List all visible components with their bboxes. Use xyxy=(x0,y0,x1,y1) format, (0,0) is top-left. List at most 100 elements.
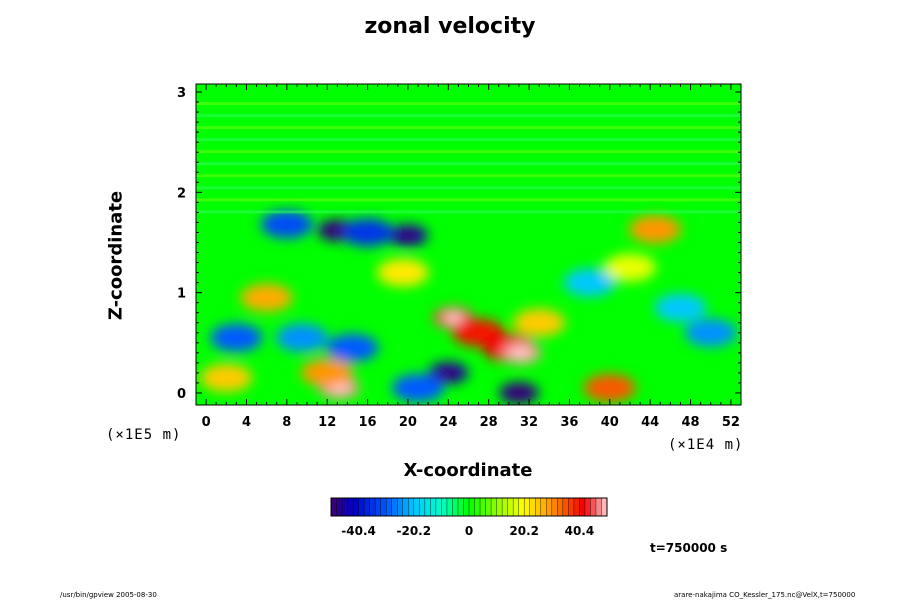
x-tick-label-1: 4 xyxy=(242,415,251,430)
colorbar-tick-label-0: -40.4 xyxy=(341,524,376,538)
colorbar-cell-27 xyxy=(480,498,487,516)
colorbar-cell-12 xyxy=(397,498,404,516)
x-tick-label-9: 36 xyxy=(560,415,578,430)
x-tick-label-11: 44 xyxy=(641,415,659,430)
colorbar-tick-label-2: 0 xyxy=(465,524,473,538)
x-tick-label-13: 52 xyxy=(722,415,740,430)
colorbar-cell-43 xyxy=(568,498,575,516)
colorbar-cell-46 xyxy=(584,498,591,516)
colorbar-cell-34 xyxy=(518,498,525,516)
field-feature-6 xyxy=(513,308,566,337)
y-tick-label-0: 0 xyxy=(177,387,186,402)
colorbar-cell-22 xyxy=(452,498,459,516)
colorbar-cell-32 xyxy=(507,498,514,516)
colorbar-cell-33 xyxy=(513,498,520,516)
colorbar-cell-7 xyxy=(369,498,376,516)
colorbar-cell-49 xyxy=(601,498,608,516)
colorbar-cell-41 xyxy=(557,498,564,516)
x-tick-label-12: 48 xyxy=(681,415,699,430)
x-tick-label-0: 0 xyxy=(202,415,211,430)
colorbar-cell-2 xyxy=(342,498,349,516)
field-feature-16 xyxy=(210,323,263,352)
colorbar-cell-28 xyxy=(485,498,492,516)
colorbar-cell-30 xyxy=(496,498,503,516)
field-feature-25 xyxy=(603,253,656,282)
colorbar-cell-37 xyxy=(535,498,542,516)
time-label: t=750000 s xyxy=(650,541,728,555)
band-layer xyxy=(196,102,741,214)
chart-title: zonal velocity xyxy=(364,14,536,39)
wave-band-3 xyxy=(196,174,741,178)
colorbar-cell-26 xyxy=(474,498,481,516)
y-tick-label-2: 2 xyxy=(177,186,186,201)
colorbar-cell-25 xyxy=(469,498,476,516)
colorbar-frame xyxy=(330,497,608,517)
colorbar-cell-14 xyxy=(408,498,415,516)
field-feature-23 xyxy=(563,268,616,297)
field-feature-21 xyxy=(392,373,445,402)
colorbar-cell-47 xyxy=(590,498,597,516)
colorbar-cell-0 xyxy=(331,498,338,516)
y-axis-unit: (×1E5 m) xyxy=(106,427,182,443)
colorbar-cell-44 xyxy=(573,498,580,516)
colorbar-tick-label-3: 20.2 xyxy=(509,524,539,538)
colorbar-cell-4 xyxy=(353,498,360,516)
field-feature-9 xyxy=(240,283,293,312)
colorbar-cell-8 xyxy=(375,498,382,516)
field-feature-8 xyxy=(629,215,682,244)
field-feature-14 xyxy=(260,210,313,239)
x-tick-label-7: 28 xyxy=(480,415,498,430)
field-feature-15 xyxy=(341,218,394,247)
colorbar-cell-40 xyxy=(551,498,558,516)
field-feature-24 xyxy=(654,293,707,322)
footer-right: arare-nakajima CO_Kessler_175.nc@VelX,t=… xyxy=(674,591,856,599)
x-tick-label-6: 24 xyxy=(439,415,457,430)
field-feature-1 xyxy=(301,358,354,387)
wave-band-6 xyxy=(196,138,741,142)
colorbar: -40.4 -20.2 0 20.2 40.4 xyxy=(330,497,608,538)
x-tick-label-10: 40 xyxy=(601,415,619,430)
colorbar-cell-1 xyxy=(336,498,343,516)
x-tick-label-4: 16 xyxy=(359,415,377,430)
wave-band-9 xyxy=(196,102,741,106)
colorbar-tick-label-1: -20.2 xyxy=(397,524,432,538)
field-core-5 xyxy=(510,347,531,359)
plot-background xyxy=(196,84,741,405)
wave-band-2 xyxy=(196,186,741,190)
colorbar-cell-39 xyxy=(546,498,553,516)
field-feature-10 xyxy=(200,363,253,392)
x-axis-label: X-coordinate xyxy=(403,460,533,481)
colorbar-cell-29 xyxy=(491,498,498,516)
footer-left: /usr/bin/gpview 2005-08-30 xyxy=(60,591,157,599)
field-feature-22 xyxy=(684,318,737,347)
colorbar-cell-31 xyxy=(502,498,509,516)
colorbar-tick-label-4: 40.4 xyxy=(565,524,595,538)
colorbar-cell-3 xyxy=(347,498,354,516)
colorbar-cell-11 xyxy=(391,498,398,516)
x-tick-label-3: 12 xyxy=(318,415,336,430)
colorbar-cell-5 xyxy=(358,498,365,516)
colorbar-cell-9 xyxy=(380,498,387,516)
colorbar-cell-48 xyxy=(595,498,602,516)
y-tick-label-3: 3 xyxy=(177,86,186,101)
field-core-19 xyxy=(508,387,529,399)
field-feature-17 xyxy=(275,323,328,352)
field-core-2 xyxy=(443,312,464,324)
field-core-13 xyxy=(397,229,418,241)
field-feature-7 xyxy=(583,373,636,402)
wave-band-0 xyxy=(196,210,741,214)
x-tick-label-2: 8 xyxy=(282,415,291,430)
x-axis-unit: (×1E4 m) xyxy=(668,437,744,453)
colorbar-cell-36 xyxy=(529,498,536,516)
colorbar-cell-13 xyxy=(402,498,409,516)
colorbar-cell-20 xyxy=(441,498,448,516)
wave-band-1 xyxy=(196,198,741,202)
y-tick-label-1: 1 xyxy=(177,287,186,302)
colorbar-cell-42 xyxy=(562,498,569,516)
x-tick-label-8: 32 xyxy=(520,415,538,430)
colorbar-cell-16 xyxy=(419,498,426,516)
colorbar-cell-24 xyxy=(463,498,470,516)
colorbar-cell-17 xyxy=(424,498,431,516)
